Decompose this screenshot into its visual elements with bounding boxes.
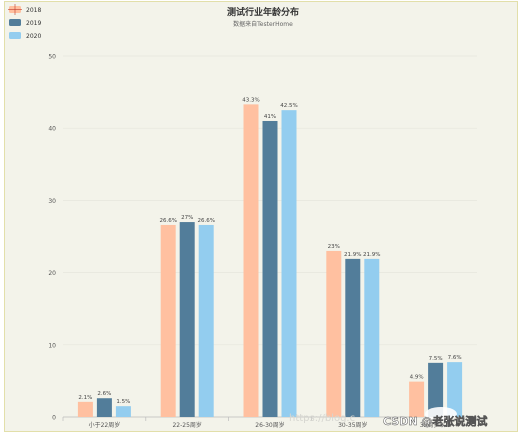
bar-2018 — [409, 381, 425, 417]
watermark-blob — [425, 407, 457, 421]
data-label: 2.6% — [97, 391, 111, 397]
x-tick-label: 26-30周岁 — [255, 421, 284, 429]
y-tick-label: 20 — [48, 270, 56, 277]
bar-2018 — [160, 224, 176, 417]
bar-2019 — [179, 222, 195, 417]
bars — [77, 104, 463, 418]
y-tick-label: 0 — [52, 415, 56, 422]
data-label: 4.9% — [410, 375, 424, 381]
bar-2020 — [115, 406, 131, 417]
y-tick-label: 50 — [48, 54, 56, 61]
bar-2019 — [345, 258, 361, 417]
bar-2019 — [428, 362, 444, 417]
bar-2018 — [243, 104, 259, 418]
data-label: 27% — [181, 215, 193, 221]
bar-2020 — [198, 224, 214, 417]
x-tick-label: 小于22周岁 — [89, 421, 121, 429]
bar-2018 — [77, 401, 93, 417]
data-label: 26.6% — [197, 218, 214, 224]
data-label: 7.5% — [429, 356, 443, 362]
x-tick-label: 35周岁以上 — [420, 421, 452, 429]
chart-canvas: 测试行业年龄分布 数据来自TesterHome 0 10 20 30 40 50 小于22周… — [8, 4, 488, 429]
chart-title: 测试行业年龄分布 — [227, 6, 299, 18]
bar-2020 — [364, 258, 380, 417]
legend-label: 2020 — [26, 33, 41, 40]
data-label: 1.5% — [116, 399, 130, 405]
x-tick-label: 22-25周岁 — [172, 421, 201, 429]
data-label: 43.3% — [242, 97, 259, 103]
bar-2020 — [447, 362, 463, 417]
legend-label: 2019 — [26, 20, 41, 27]
legend-swatch-2020 — [9, 32, 21, 39]
chart-frame: 测试行业年龄分布 数据来自TesterHome 0 10 20 30 40 50 小于22周… — [4, 1, 518, 432]
data-label: 26.6% — [159, 218, 176, 224]
y-tick-label: 30 — [48, 198, 56, 205]
axes: 0 10 20 30 40 50 小于22周岁 22-25周岁 26-30周岁 30-35周岁 35… — [48, 54, 478, 429]
watermark-brand: CSDN @老张说测试 — [383, 414, 487, 428]
x-tick-label: 30-35周岁 — [338, 421, 367, 429]
bar-2019 — [96, 398, 112, 417]
watermark-url: https://blog.c — [289, 413, 355, 424]
y-tick-label: 40 — [48, 126, 56, 133]
data-label: 42.5% — [280, 103, 297, 109]
bar-2019 — [262, 120, 278, 417]
data-labels: 2.1% 2.6% 1.5% 26.6% 27% 26.6% 43.3% 41% 42.5% 23… — [78, 97, 461, 405]
data-label: 2.1% — [78, 395, 92, 401]
bar-2020 — [281, 110, 297, 418]
y-tick-label: 10 — [48, 342, 56, 349]
data-label: 21.9% — [363, 252, 380, 258]
chart-subtitle: 数据来自TesterHome — [233, 20, 293, 28]
data-label: 21.9% — [344, 252, 361, 258]
data-label: 41% — [264, 114, 276, 120]
legend-swatch-2019 — [9, 19, 21, 26]
legend: 2018 2019 2020 — [8, 4, 41, 40]
data-label: 7.6% — [448, 355, 462, 361]
legend-label: 2018 — [26, 7, 41, 14]
data-label: 23% — [328, 244, 340, 250]
watermark: https://blog.c CSDN @老张说测试 — [289, 407, 488, 428]
bar-2018 — [326, 250, 342, 417]
